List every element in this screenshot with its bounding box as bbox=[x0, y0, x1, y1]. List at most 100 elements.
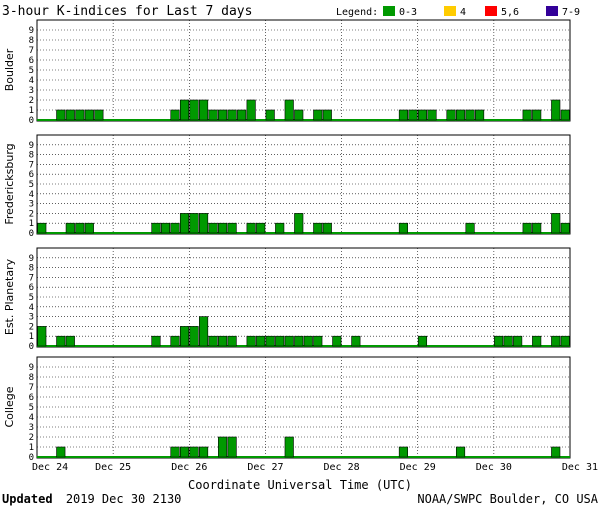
y-tick-label: 6 bbox=[29, 283, 34, 293]
y-tick-label: 8 bbox=[29, 373, 34, 383]
bar bbox=[75, 222, 85, 234]
bar bbox=[294, 335, 304, 347]
panels: 0123456789Boulder0123456789Fredericksbur… bbox=[3, 19, 571, 463]
updated-line: Updated 2019 Dec 30 2130 bbox=[2, 492, 181, 506]
bar bbox=[455, 109, 466, 121]
bar bbox=[218, 335, 228, 347]
bar bbox=[284, 99, 294, 121]
x-axis-title: Coordinate Universal Time (UTC) bbox=[188, 478, 412, 492]
bar bbox=[522, 109, 532, 121]
source-credit: NOAA/SWPC Boulder, CO USA bbox=[417, 492, 598, 506]
y-tick-label: 3 bbox=[29, 423, 34, 433]
x-tick-label: Dec 27 bbox=[247, 462, 283, 473]
bar bbox=[503, 335, 513, 347]
bar bbox=[303, 335, 313, 347]
bar bbox=[313, 335, 323, 347]
bar bbox=[455, 446, 466, 458]
bar bbox=[560, 109, 570, 121]
bar bbox=[398, 446, 408, 458]
bar bbox=[427, 109, 437, 121]
bar bbox=[332, 335, 342, 347]
bar bbox=[218, 109, 228, 121]
x-tick-label: Dec 29 bbox=[400, 462, 436, 473]
bar bbox=[56, 109, 66, 121]
x-tick-label: Dec 26 bbox=[171, 462, 207, 473]
panel-title: Est. Planetary bbox=[3, 258, 16, 335]
y-tick-label: 0 bbox=[29, 116, 34, 126]
bar bbox=[322, 109, 332, 121]
bar bbox=[170, 222, 180, 234]
bar bbox=[446, 109, 456, 121]
bar bbox=[284, 436, 294, 458]
bar bbox=[199, 446, 209, 458]
panel-frame bbox=[36, 19, 571, 122]
bar bbox=[179, 213, 190, 234]
legend-swatch-0-3 bbox=[383, 6, 395, 16]
bar bbox=[227, 436, 237, 458]
y-tick-label: 9 bbox=[29, 141, 34, 151]
bar bbox=[513, 335, 523, 347]
x-tick-label: Dec 24 bbox=[32, 462, 68, 473]
y-tick-label: 5 bbox=[29, 180, 34, 190]
bar bbox=[275, 335, 285, 347]
panel-frame bbox=[36, 134, 571, 235]
y-tick-label: 9 bbox=[29, 363, 34, 373]
y-tick-label: 2 bbox=[29, 433, 34, 443]
bar bbox=[227, 335, 237, 347]
bar bbox=[475, 109, 485, 121]
bar bbox=[551, 446, 561, 458]
updated-value: 2019 Dec 30 2130 bbox=[66, 492, 182, 506]
panel-title: College bbox=[3, 386, 16, 427]
bar bbox=[275, 222, 285, 234]
bar bbox=[170, 446, 180, 458]
legend: Legend: 0-3 4 5,6 7-9 bbox=[336, 6, 580, 18]
x-tick-label: Dec 25 bbox=[95, 462, 131, 473]
bar bbox=[322, 222, 332, 234]
bar bbox=[189, 213, 199, 234]
bar bbox=[208, 335, 218, 347]
bar bbox=[532, 222, 542, 234]
bar bbox=[494, 335, 504, 347]
bar bbox=[398, 222, 408, 234]
y-tick-label: 5 bbox=[29, 293, 34, 303]
x-tick-label: Dec 28 bbox=[324, 462, 360, 473]
y-tick-label: 8 bbox=[29, 151, 34, 161]
bar bbox=[246, 222, 256, 234]
y-tick-label: 2 bbox=[29, 209, 34, 219]
y-tick-label: 4 bbox=[29, 76, 34, 86]
bar bbox=[351, 335, 361, 347]
chart-title: 3-hour K-indices for Last 7 days bbox=[2, 4, 252, 19]
bar bbox=[560, 222, 570, 234]
bar bbox=[227, 109, 237, 121]
legend-label: Legend: bbox=[336, 7, 378, 18]
bar bbox=[208, 222, 218, 234]
panel-title: Boulder bbox=[3, 48, 16, 91]
y-tick-label: 7 bbox=[29, 160, 34, 170]
y-tick-label: 3 bbox=[29, 200, 34, 210]
bar bbox=[522, 222, 532, 234]
bar bbox=[398, 109, 408, 121]
y-tick-label: 6 bbox=[29, 170, 34, 180]
bar bbox=[313, 222, 323, 234]
legend-text-7-9: 7-9 bbox=[562, 7, 580, 18]
y-tick-label: 7 bbox=[29, 383, 34, 393]
bar bbox=[151, 222, 161, 234]
bar bbox=[84, 109, 94, 121]
panel-title: Fredericksburg bbox=[3, 143, 16, 224]
bar bbox=[417, 335, 428, 347]
legend-text-0-3: 0-3 bbox=[399, 7, 417, 18]
bar bbox=[160, 222, 171, 234]
bar bbox=[189, 99, 199, 121]
bar bbox=[284, 335, 294, 347]
panel-frame bbox=[36, 247, 571, 348]
y-tick-label: 6 bbox=[29, 393, 34, 403]
y-tick-label: 0 bbox=[29, 229, 34, 239]
bar bbox=[227, 222, 237, 234]
bar bbox=[532, 335, 542, 347]
y-tick-label: 1 bbox=[29, 443, 34, 453]
legend-text-4: 4 bbox=[460, 7, 466, 18]
